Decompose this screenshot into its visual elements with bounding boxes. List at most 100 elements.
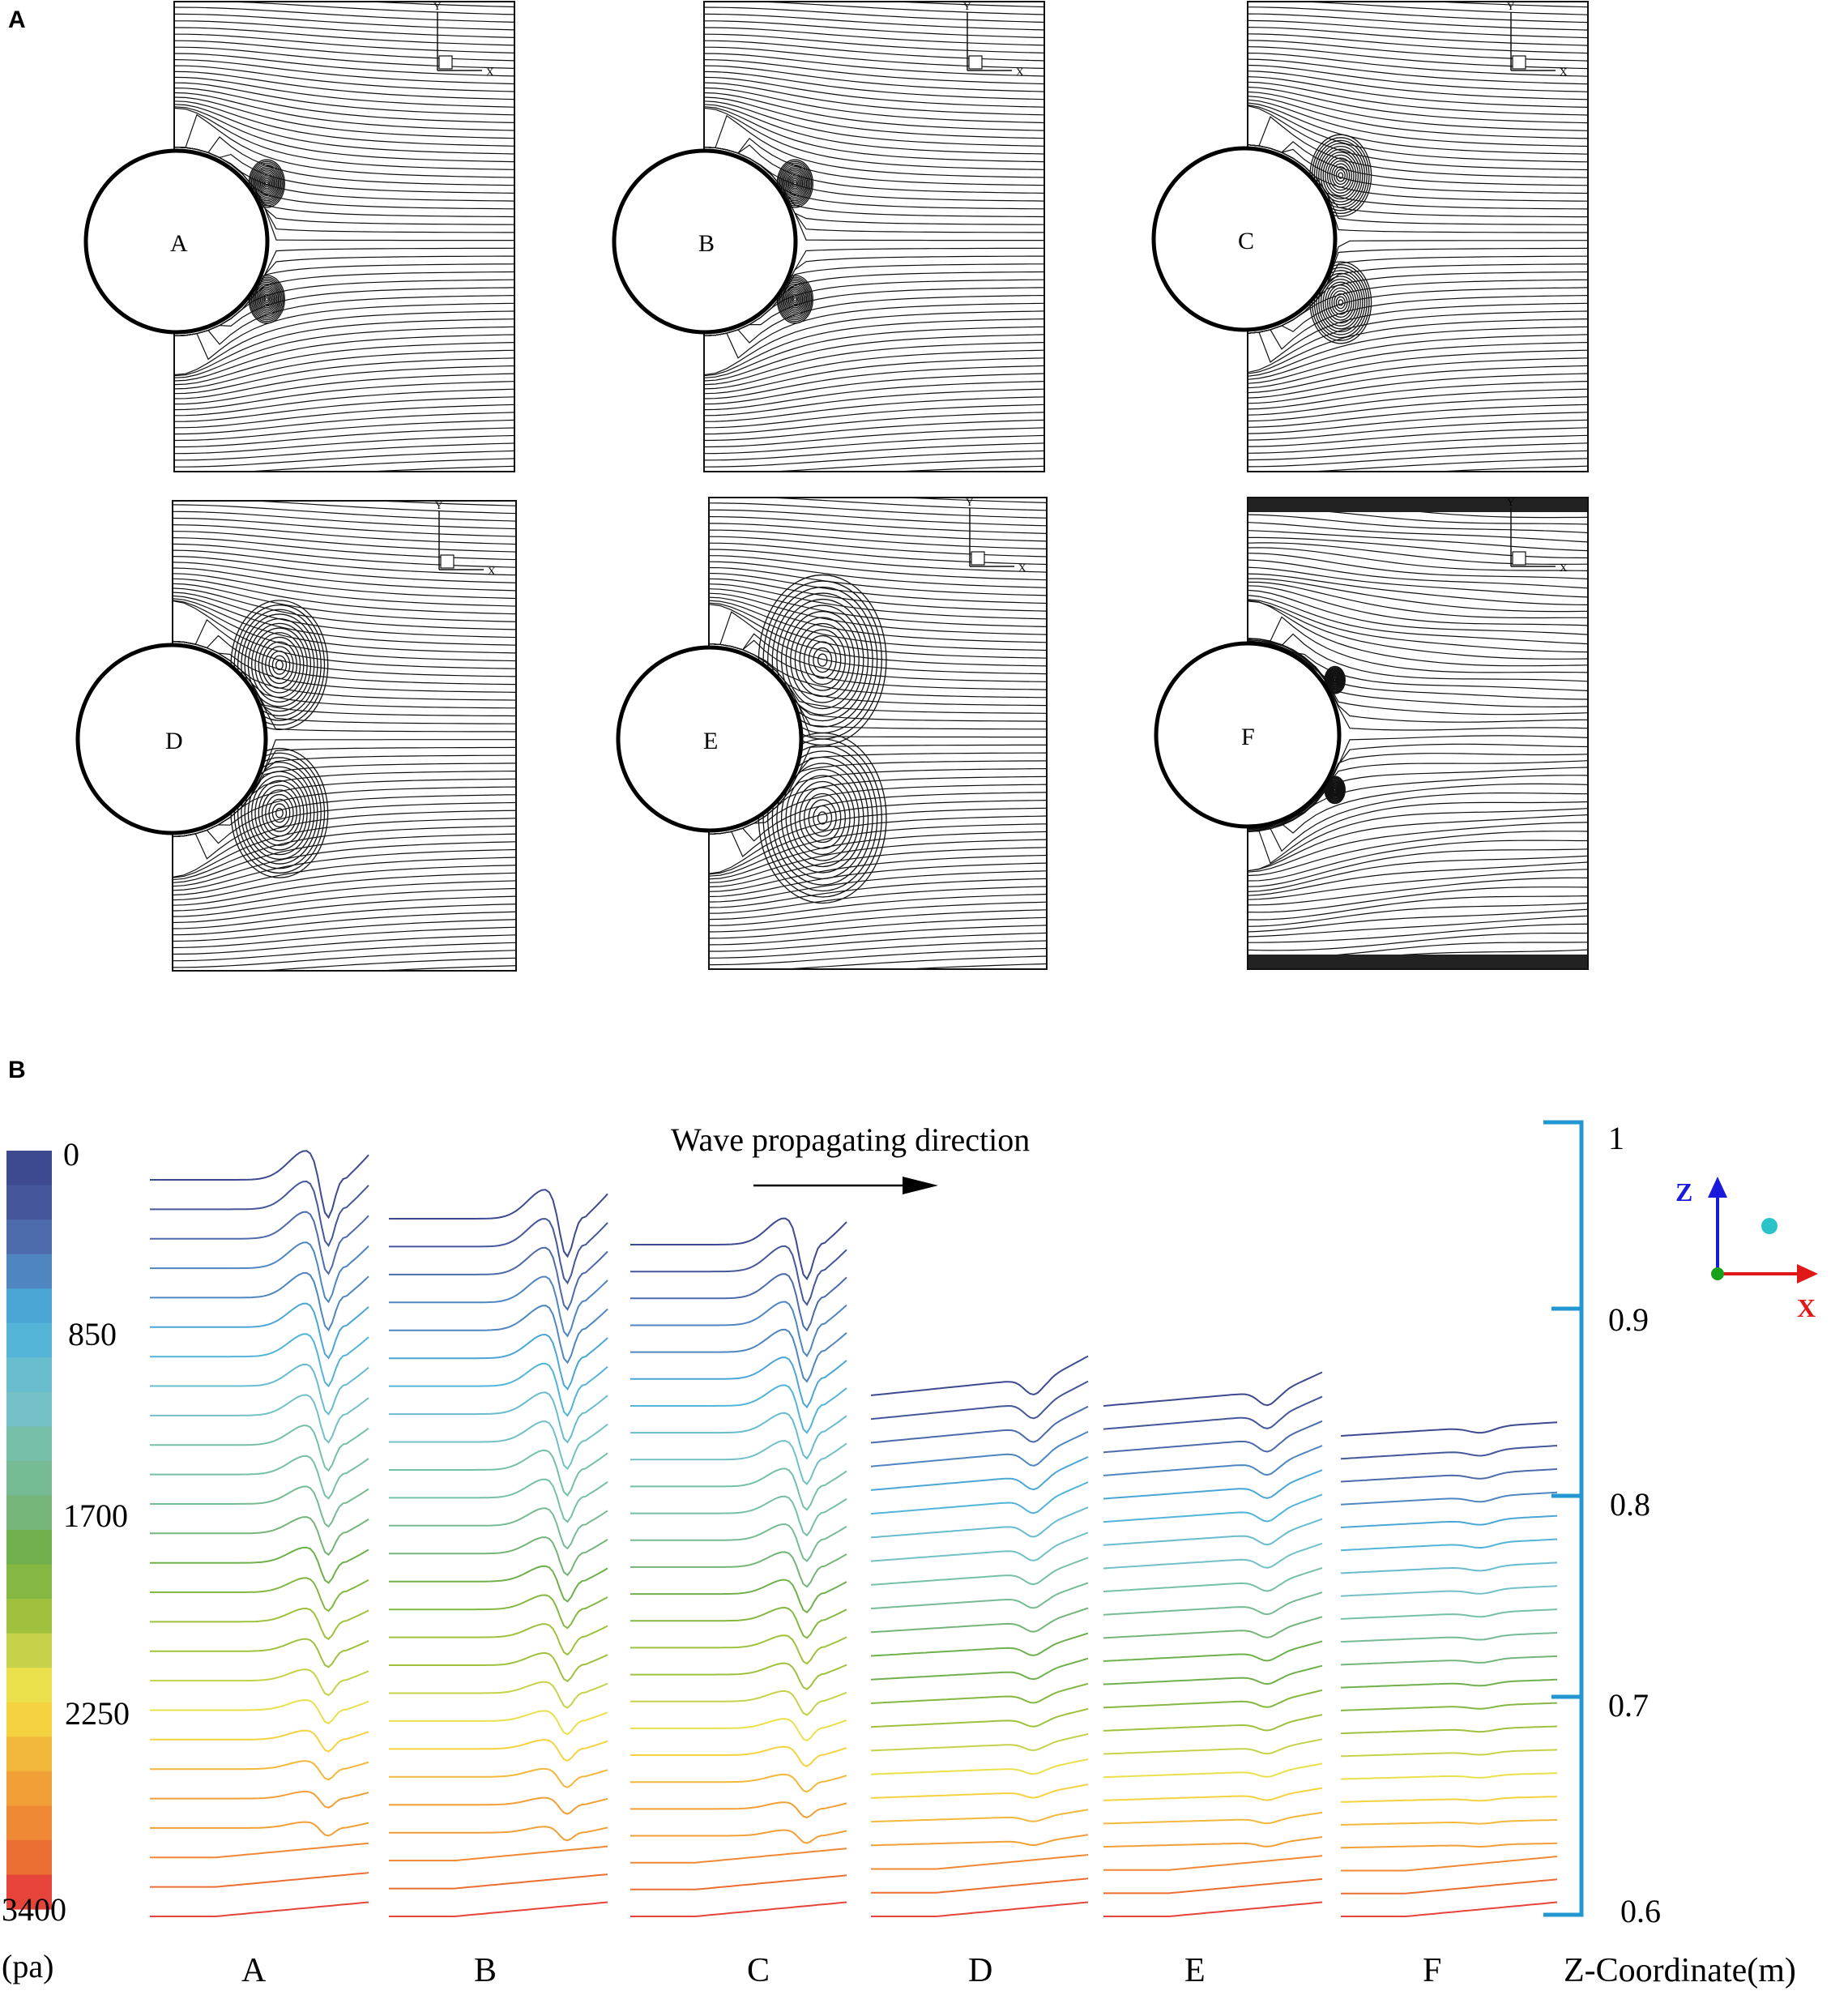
axis-x-label: X: [1016, 66, 1024, 78]
cylinder-label: A: [170, 230, 188, 257]
profile-group-label: E: [1184, 1952, 1206, 1989]
profile-curve: [150, 1425, 369, 1472]
profile-curve: [870, 1430, 1089, 1467]
profile-curve: [389, 1565, 608, 1603]
profile-curve: [630, 1523, 847, 1562]
profile-curve: [870, 1557, 1089, 1586]
z-scale-tick-label: 1: [1608, 1120, 1624, 1156]
profile-curve: [1103, 1371, 1323, 1407]
profile-curve: [630, 1245, 847, 1306]
profile-curve: [630, 1301, 847, 1358]
profile-curve: [1340, 1842, 1558, 1849]
profile-curve: [1340, 1421, 1558, 1437]
axis-y-label: Y: [966, 496, 974, 508]
profile-curve: [389, 1710, 608, 1736]
profile-curve: [389, 1826, 608, 1842]
axis-x-label: X: [1018, 562, 1026, 574]
colorbar-segment: [6, 1495, 52, 1531]
z-scale-tick-label: 0.6: [1620, 1893, 1661, 1929]
profile-curve: [630, 1217, 847, 1281]
colorbar-segment: [6, 1151, 52, 1186]
profile-curve: [1340, 1796, 1558, 1803]
profile-curve: [1103, 1689, 1323, 1709]
colorbar-segment: [6, 1874, 52, 1910]
axis-indicator: YX: [963, 0, 1024, 78]
profile-curve: [1340, 1772, 1558, 1780]
streamline-panel-d: DYX: [75, 499, 517, 972]
profile-curve: [630, 1578, 847, 1614]
profile-curve: [1103, 1518, 1323, 1546]
profile-curve: [150, 1760, 369, 1781]
profile-group-label: A: [241, 1952, 267, 1989]
profile-curve: [1340, 1749, 1558, 1758]
profile-curve: [870, 1405, 1089, 1444]
profile-curve: [389, 1449, 608, 1497]
profile-curve: [1103, 1738, 1323, 1755]
colorbar-segment: [6, 1185, 52, 1220]
axis-x-label: X: [1560, 562, 1568, 574]
profile-curve: [150, 1638, 369, 1668]
panel-b-label: B: [8, 1057, 26, 1083]
profile-curve: [1103, 1591, 1323, 1616]
profile-curve: [389, 1246, 608, 1311]
profile-curve: [150, 1150, 369, 1220]
cylinder-c: [1151, 146, 1338, 332]
profile-group-d: [870, 1355, 1089, 1917]
profile-curve: [870, 1355, 1089, 1396]
profile-curve: [389, 1536, 608, 1577]
profile-curve: [150, 1872, 369, 1888]
profile-group-label: D: [968, 1952, 992, 1989]
colorbar-segment: [6, 1702, 52, 1737]
profile-curve: [150, 1546, 369, 1584]
z-scale-label: Z-Coordinate(m): [1564, 1952, 1796, 1989]
profile-curve: [389, 1275, 608, 1338]
profile-curve: [1340, 1608, 1558, 1620]
profile-curve: [150, 1577, 369, 1613]
profile-curve: [871, 1901, 1089, 1917]
profile-curve: [871, 1878, 1089, 1894]
cylinder-b: [612, 148, 798, 335]
profile-curve: [630, 1718, 847, 1742]
axis-x-label: X: [1560, 66, 1568, 78]
profile-curve: [150, 1333, 369, 1388]
profile-curve: [150, 1455, 369, 1500]
profile-curve: [630, 1273, 847, 1332]
streamline-panel-b: BYX: [612, 0, 1045, 472]
colorbar-segment: [6, 1288, 52, 1324]
cylinder-label: F: [1241, 724, 1255, 750]
profile-curve: [389, 1218, 608, 1285]
profile-curve: [1341, 1878, 1558, 1895]
profile-curve: [1103, 1640, 1323, 1662]
profile-group-label: B: [474, 1952, 497, 1989]
profile-curve: [1103, 1878, 1323, 1895]
profile-curve: [630, 1606, 847, 1639]
profile-curve: [870, 1506, 1089, 1539]
colorbar-tick-label: 0: [63, 1136, 79, 1173]
profile-curve: [389, 1305, 608, 1365]
colorbar-segment: [6, 1737, 52, 1772]
profile-curves: [150, 1150, 1558, 1917]
profile-curve: [150, 1485, 369, 1528]
profile-curve: [1340, 1702, 1558, 1711]
axis-x-label: X: [488, 565, 496, 577]
panel-a-label: A: [8, 6, 26, 33]
profile-group-e: [1103, 1371, 1323, 1917]
colorbar-segment: [6, 1599, 52, 1634]
profile-curve: [1103, 1395, 1323, 1430]
profile-curve: [150, 1729, 369, 1753]
profile-curve: [630, 1551, 847, 1588]
profile-curve: [150, 1842, 369, 1859]
profile-curve: [630, 1467, 847, 1511]
profile-curve: [150, 1668, 369, 1697]
profile-curve: [1340, 1445, 1558, 1460]
triad-x-label: X: [1797, 1293, 1816, 1322]
axis-y-label: Y: [1507, 496, 1515, 508]
profile-curve: [389, 1796, 608, 1815]
profile-curve: [630, 1801, 847, 1819]
profile-curve: [389, 1189, 608, 1258]
profile-curve: [389, 1420, 608, 1471]
profile-curve: [1340, 1514, 1558, 1528]
profile-curve: [630, 1773, 847, 1793]
profile-curve: [1103, 1469, 1323, 1500]
profile-curve: [1341, 1901, 1558, 1917]
